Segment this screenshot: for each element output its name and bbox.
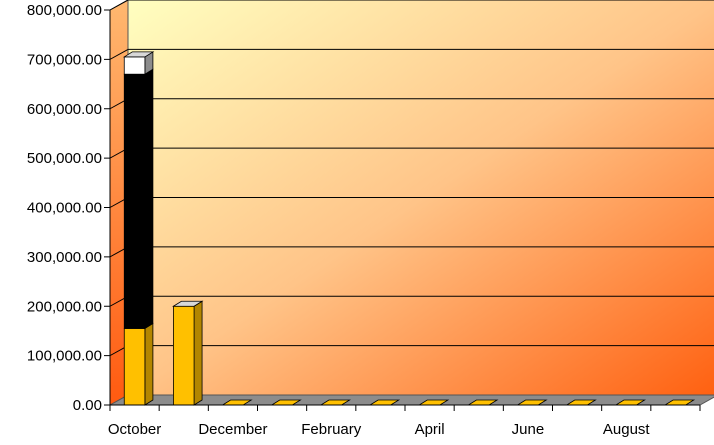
y-tick-label: 400,000.00	[27, 200, 102, 217]
bar-segment-october-s2	[124, 57, 145, 74]
x-tick-label: October	[108, 421, 161, 438]
y-tick-label: 500,000.00	[27, 150, 102, 167]
bar-segment-october-s1-side	[145, 69, 153, 328]
x-tick-label: June	[512, 421, 545, 438]
y-tick-label: 0.00	[73, 397, 102, 414]
x-tick-label: August	[603, 421, 651, 438]
x-tick-label: April	[415, 421, 445, 438]
y-tick-label: 200,000.00	[27, 298, 102, 315]
bar-segment-october-s0-side	[145, 323, 153, 405]
bar-segment-november-s0-side	[194, 301, 202, 405]
x-tick-label: February	[301, 421, 362, 438]
y-tick-label: 300,000.00	[27, 249, 102, 266]
y-tick-label: 800,000.00	[27, 2, 102, 19]
y-tick-label: 600,000.00	[27, 101, 102, 118]
bar-segment-october-s1	[124, 74, 145, 328]
bar-segment-november-s0	[173, 306, 194, 405]
bar-segment-october-s0	[124, 328, 145, 405]
y-tick-label: 700,000.00	[27, 51, 102, 68]
x-tick-label: December	[198, 421, 267, 438]
y-tick-label: 100,000.00	[27, 348, 102, 365]
